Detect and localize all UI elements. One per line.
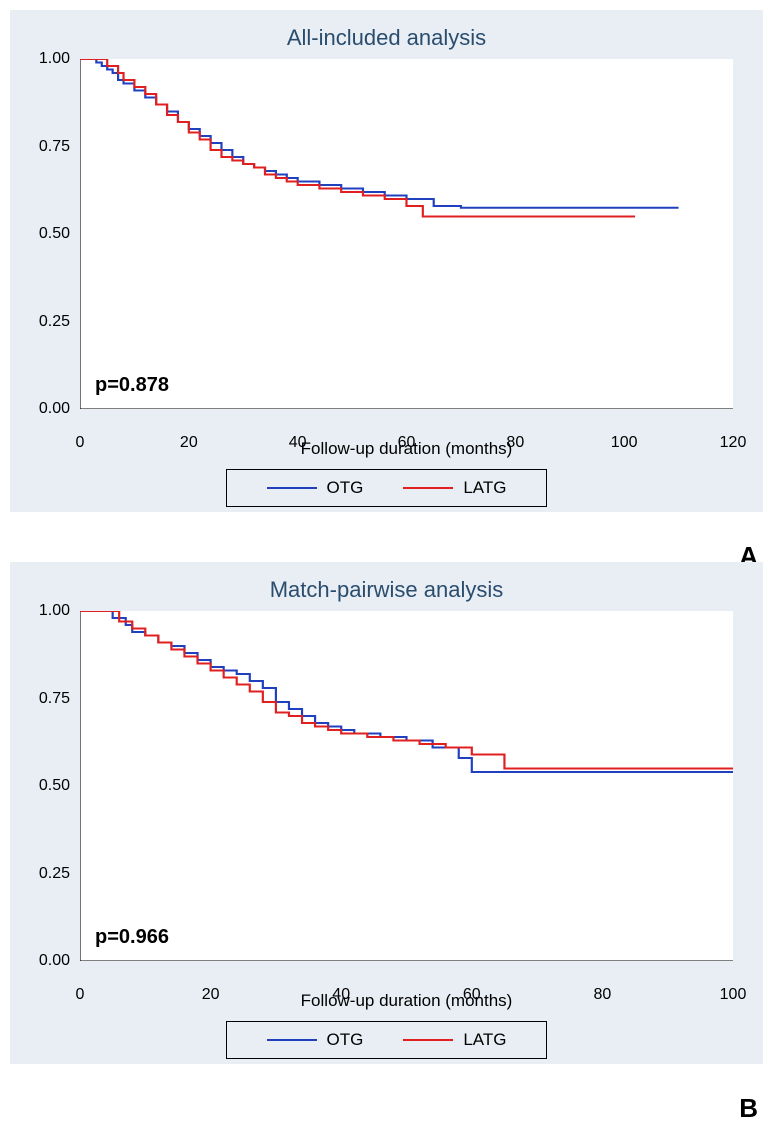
legend-item-otg-b: OTG	[267, 1030, 364, 1050]
x-tick-label: 20	[202, 986, 220, 1004]
legend-label-otg: OTG	[327, 478, 364, 498]
y-tick-label: 0.50	[39, 225, 70, 243]
chart-a-title: All-included analysis	[20, 25, 753, 51]
chart-a-legend: OTG LATG	[226, 469, 548, 507]
chart-a-p-value: p=0.878	[95, 374, 169, 397]
y-tick-label: 0.25	[39, 865, 70, 883]
chart-a-background: All-included analysis 0.000.250.500.751.…	[10, 10, 763, 512]
legend-item-latg-b: LATG	[403, 1030, 506, 1050]
chart-a-plot-area: 0.000.250.500.751.00 020406080100120 p=0…	[80, 59, 733, 409]
y-tick-label: 1.00	[39, 602, 70, 620]
y-tick-label: 0.25	[39, 313, 70, 331]
legend-label-otg-b: OTG	[327, 1030, 364, 1050]
x-tick-label: 100	[720, 986, 747, 1004]
x-tick-label: 0	[76, 986, 85, 1004]
y-tick-label: 0.50	[39, 777, 70, 795]
panel-label-b: B	[739, 1093, 758, 1124]
x-tick-label: 60	[463, 986, 481, 1004]
chart-b-plot-area: 0.000.250.500.751.00 020406080100 p=0.96…	[80, 611, 733, 961]
legend-line-otg-b	[267, 1039, 317, 1041]
chart-panel-b: Match-pairwise analysis 0.000.250.500.75…	[10, 562, 763, 1064]
chart-b-legend: OTG LATG	[226, 1021, 548, 1059]
legend-line-otg	[267, 487, 317, 489]
x-tick-label: 120	[720, 434, 747, 452]
chart-b-x-label: Follow-up duration (months)	[80, 991, 733, 1011]
y-tick-label: 0.00	[39, 952, 70, 970]
legend-line-latg-b	[403, 1039, 453, 1041]
chart-b-p-value: p=0.966	[95, 926, 169, 949]
legend-line-latg	[403, 487, 453, 489]
y-tick-label: 1.00	[39, 50, 70, 68]
y-tick-label: 0.75	[39, 138, 70, 156]
legend-label-latg: LATG	[463, 478, 506, 498]
y-tick-label: 0.00	[39, 400, 70, 418]
x-tick-label: 80	[506, 434, 524, 452]
legend-item-latg: LATG	[403, 478, 506, 498]
legend-item-otg: OTG	[267, 478, 364, 498]
y-tick-label: 0.75	[39, 690, 70, 708]
x-tick-label: 20	[180, 434, 198, 452]
legend-label-latg-b: LATG	[463, 1030, 506, 1050]
x-tick-label: 100	[611, 434, 638, 452]
x-tick-label: 60	[398, 434, 416, 452]
chart-b-title: Match-pairwise analysis	[20, 577, 753, 603]
chart-b-background: Match-pairwise analysis 0.000.250.500.75…	[10, 562, 763, 1064]
chart-panel-a: All-included analysis 0.000.250.500.751.…	[10, 10, 763, 512]
x-tick-label: 80	[593, 986, 611, 1004]
x-tick-label: 0	[76, 434, 85, 452]
chart-a-svg	[80, 59, 733, 409]
x-tick-label: 40	[332, 986, 350, 1004]
chart-b-svg	[80, 611, 733, 961]
x-tick-label: 40	[289, 434, 307, 452]
